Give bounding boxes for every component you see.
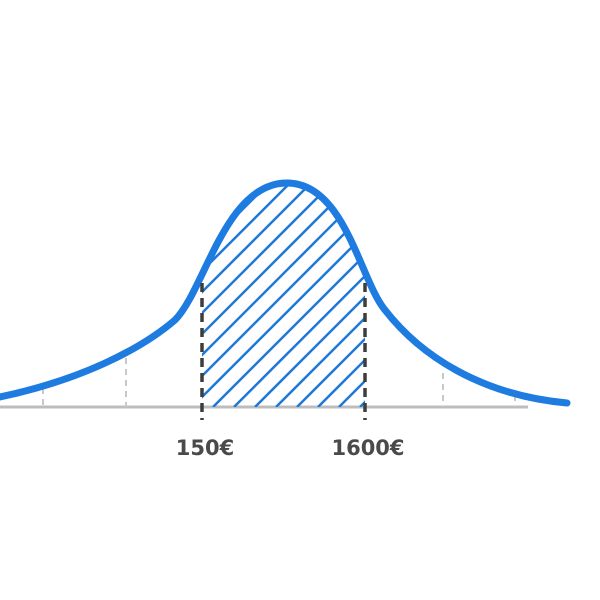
hatch-line <box>202 183 365 407</box>
hatch-line <box>359 183 365 407</box>
hatch-line <box>296 183 365 407</box>
hatch-line <box>202 183 307 407</box>
hatch-line <box>381 167 600 407</box>
hatch-line <box>275 183 365 407</box>
hatch-line <box>202 183 349 407</box>
hatch-line <box>202 183 223 407</box>
hatch-line <box>202 183 328 407</box>
range-markers <box>200 283 367 420</box>
marker-label: 1600€ <box>331 436 404 460</box>
hatch-line <box>0 167 201 407</box>
hatch-line <box>317 183 365 407</box>
hatch-line <box>233 183 365 407</box>
bell-curve <box>0 179 571 407</box>
marker-label: 150€ <box>176 436 234 460</box>
hatch-line <box>202 183 365 407</box>
hatch-line <box>254 183 365 407</box>
hatch-line <box>212 183 365 407</box>
